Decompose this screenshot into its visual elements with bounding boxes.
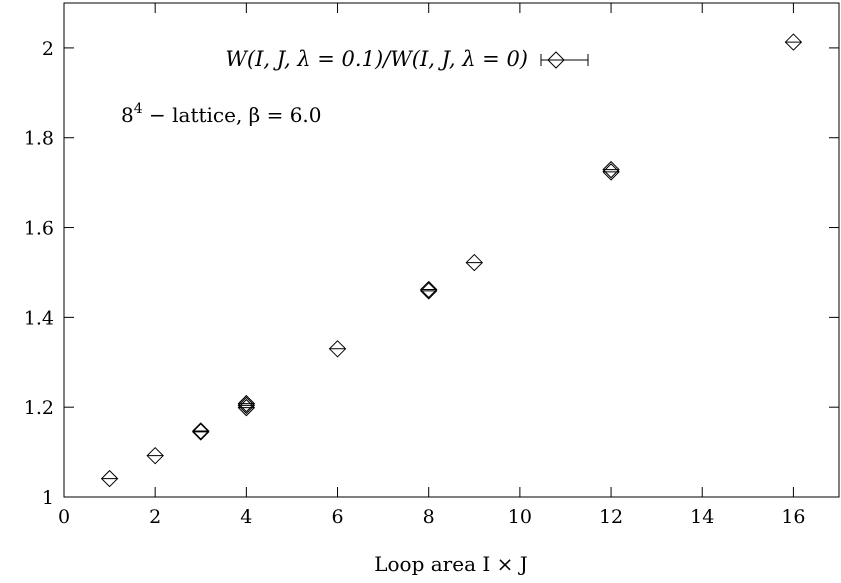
data-point <box>192 423 210 441</box>
x-tick-label: 6 <box>331 506 343 528</box>
axis-tick-labels: 0 2 4 6 8 10 12 14 16 1 1.2 1.4 1.6 1.8 2 <box>24 38 806 528</box>
annotation-base: 8 <box>121 103 134 127</box>
data-point <box>192 422 210 440</box>
axis-ticks <box>63 3 839 498</box>
data-point <box>419 280 438 299</box>
data-point <box>146 446 164 465</box>
data-points <box>100 33 803 488</box>
legend: W(I, J, λ = 0.1)/W(I, J, λ = 0) <box>225 47 589 71</box>
annotation-superscript: 4 <box>134 101 143 117</box>
lattice-annotation: 84 − lattice, β = 6.0 <box>121 101 322 127</box>
x-tick-label: 14 <box>690 506 714 528</box>
y-tick-label: 1.6 <box>24 218 54 240</box>
y-tick-label: 2 <box>42 38 54 60</box>
x-tick-label: 0 <box>58 506 70 528</box>
legend-entry-label: W(I, J, λ = 0.1)/W(I, J, λ = 0) <box>225 47 528 71</box>
x-tick-label: 8 <box>423 506 435 528</box>
y-tick-label: 1 <box>42 487 54 509</box>
x-tick-label: 12 <box>599 506 623 528</box>
legend-symbol <box>540 51 589 69</box>
x-tick-label: 2 <box>149 506 161 528</box>
y-tick-label: 1.2 <box>24 397 54 419</box>
x-tick-label: 16 <box>781 506 805 528</box>
data-point <box>237 394 256 413</box>
data-point <box>784 33 803 51</box>
x-axis-label: Loop area I × J <box>374 552 528 576</box>
data-point <box>602 160 620 179</box>
data-point <box>237 396 256 415</box>
plot-frame <box>63 2 840 498</box>
annotation-rest: − lattice, β = 6.0 <box>143 103 322 127</box>
data-point <box>100 469 119 488</box>
data-point <box>465 253 484 272</box>
y-tick-label: 1.4 <box>24 307 54 329</box>
y-tick-label: 1.8 <box>24 128 54 150</box>
x-tick-label: 4 <box>240 506 252 528</box>
data-point <box>328 340 347 358</box>
data-point <box>419 282 438 300</box>
x-tick-label: 10 <box>508 506 532 528</box>
